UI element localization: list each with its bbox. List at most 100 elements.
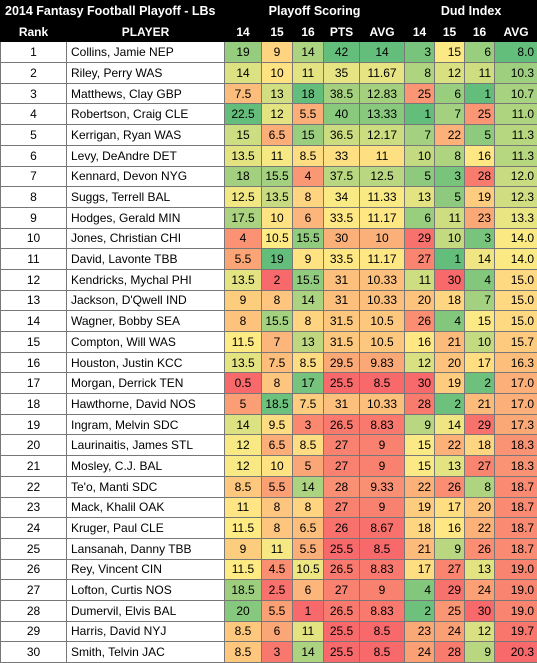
- pts-cell[interactable]: 26: [324, 518, 360, 539]
- dud14-cell[interactable]: 21: [405, 538, 435, 559]
- week16-cell[interactable]: 8: [293, 497, 324, 518]
- dud15-cell[interactable]: 11: [435, 207, 465, 228]
- dud-avg-cell[interactable]: 18.7: [495, 518, 537, 539]
- pts-cell[interactable]: 31.5: [324, 332, 360, 353]
- dud16-cell[interactable]: 7: [465, 290, 495, 311]
- dud15-cell[interactable]: 7: [435, 104, 465, 125]
- column-header-week16[interactable]: 16: [293, 21, 324, 42]
- dud14-cell[interactable]: 26: [405, 311, 435, 332]
- dud15-cell[interactable]: 8: [435, 145, 465, 166]
- dud16-cell[interactable]: 1: [465, 83, 495, 104]
- dud16-cell[interactable]: 19: [465, 187, 495, 208]
- avg-cell[interactable]: 11.67: [360, 63, 405, 84]
- week16-cell[interactable]: 8.5: [293, 145, 324, 166]
- week15-cell[interactable]: 10: [262, 63, 293, 84]
- player-cell[interactable]: Hawthorne, David NOS: [67, 394, 225, 415]
- week16-cell[interactable]: 13: [293, 332, 324, 353]
- dud16-cell[interactable]: 22: [465, 518, 495, 539]
- dud14-cell[interactable]: 20: [405, 290, 435, 311]
- week16-cell[interactable]: 14: [293, 642, 324, 663]
- week14-cell[interactable]: 5: [225, 394, 262, 415]
- dud16-cell[interactable]: 15: [465, 311, 495, 332]
- dud15-cell[interactable]: 29: [435, 580, 465, 601]
- week15-cell[interactable]: 13: [262, 83, 293, 104]
- dud15-cell[interactable]: 5: [435, 187, 465, 208]
- player-cell[interactable]: Smith, Telvin JAC: [67, 642, 225, 663]
- dud14-cell[interactable]: 1: [405, 104, 435, 125]
- avg-cell[interactable]: 11.17: [360, 249, 405, 270]
- avg-cell[interactable]: 8.83: [360, 414, 405, 435]
- avg-cell[interactable]: 11.17: [360, 207, 405, 228]
- week16-cell[interactable]: 14: [293, 290, 324, 311]
- week15-cell[interactable]: 3: [262, 642, 293, 663]
- week16-cell[interactable]: 14: [293, 476, 324, 497]
- player-cell[interactable]: Jones, Christian CHI: [67, 228, 225, 249]
- pts-cell[interactable]: 31.5: [324, 311, 360, 332]
- week14-cell[interactable]: 20: [225, 600, 262, 621]
- player-cell[interactable]: Riley, Perry WAS: [67, 63, 225, 84]
- pts-cell[interactable]: 30: [324, 228, 360, 249]
- week16-cell[interactable]: 15: [293, 125, 324, 146]
- week14-cell[interactable]: 0.5: [225, 373, 262, 394]
- week15-cell[interactable]: 13.5: [262, 187, 293, 208]
- dud16-cell[interactable]: 25: [465, 104, 495, 125]
- dud16-cell[interactable]: 11: [465, 63, 495, 84]
- week15-cell[interactable]: 10: [262, 207, 293, 228]
- dud-avg-cell[interactable]: 15.0: [495, 290, 537, 311]
- week15-cell[interactable]: 5.5: [262, 600, 293, 621]
- rank-cell[interactable]: 15: [1, 332, 67, 353]
- avg-cell[interactable]: 14: [360, 42, 405, 63]
- week15-cell[interactable]: 8: [262, 373, 293, 394]
- dud-avg-cell[interactable]: 17.0: [495, 373, 537, 394]
- week15-cell[interactable]: 7: [262, 332, 293, 353]
- avg-cell[interactable]: 9.33: [360, 476, 405, 497]
- dud15-cell[interactable]: 28: [435, 642, 465, 663]
- pts-cell[interactable]: 40: [324, 104, 360, 125]
- avg-cell[interactable]: 9: [360, 580, 405, 601]
- dud14-cell[interactable]: 22: [405, 476, 435, 497]
- avg-cell[interactable]: 9: [360, 497, 405, 518]
- avg-cell[interactable]: 12.5: [360, 166, 405, 187]
- dud14-cell[interactable]: 15: [405, 456, 435, 477]
- avg-cell[interactable]: 10.33: [360, 269, 405, 290]
- week15-cell[interactable]: 18.5: [262, 394, 293, 415]
- dud-avg-cell[interactable]: 19.0: [495, 580, 537, 601]
- dud14-cell[interactable]: 28: [405, 394, 435, 415]
- week14-cell[interactable]: 22.5: [225, 104, 262, 125]
- week14-cell[interactable]: 8.5: [225, 621, 262, 642]
- dud15-cell[interactable]: 9: [435, 538, 465, 559]
- dud-avg-cell[interactable]: 16.3: [495, 352, 537, 373]
- week14-cell[interactable]: 14: [225, 414, 262, 435]
- pts-cell[interactable]: 27: [324, 580, 360, 601]
- pts-cell[interactable]: 42: [324, 42, 360, 63]
- rank-cell[interactable]: 18: [1, 394, 67, 415]
- rank-cell[interactable]: 10: [1, 228, 67, 249]
- week15-cell[interactable]: 9.5: [262, 414, 293, 435]
- dud-avg-cell[interactable]: 10.3: [495, 63, 537, 84]
- avg-cell[interactable]: 10: [360, 228, 405, 249]
- dud16-cell[interactable]: 24: [465, 580, 495, 601]
- avg-cell[interactable]: 13.33: [360, 104, 405, 125]
- dud-avg-cell[interactable]: 19.7: [495, 621, 537, 642]
- week14-cell[interactable]: 12.5: [225, 187, 262, 208]
- rank-cell[interactable]: 2: [1, 63, 67, 84]
- dud-avg-cell[interactable]: 14.0: [495, 249, 537, 270]
- week16-cell[interactable]: 4: [293, 166, 324, 187]
- dud-avg-cell[interactable]: 19.0: [495, 559, 537, 580]
- avg-cell[interactable]: 8.83: [360, 600, 405, 621]
- week16-cell[interactable]: 8: [293, 187, 324, 208]
- week16-cell[interactable]: 5.5: [293, 538, 324, 559]
- pts-cell[interactable]: 33.5: [324, 249, 360, 270]
- rank-cell[interactable]: 12: [1, 269, 67, 290]
- player-cell[interactable]: Lansanah, Danny TBB: [67, 538, 225, 559]
- player-cell[interactable]: Mosley, C.J. BAL: [67, 456, 225, 477]
- week16-cell[interactable]: 1: [293, 600, 324, 621]
- dud-avg-cell[interactable]: 18.7: [495, 497, 537, 518]
- dud15-cell[interactable]: 1: [435, 249, 465, 270]
- player-cell[interactable]: Lofton, Curtis NOS: [67, 580, 225, 601]
- column-header-week14[interactable]: 14: [225, 21, 262, 42]
- dud-avg-cell[interactable]: 12.0: [495, 166, 537, 187]
- avg-cell[interactable]: 8.5: [360, 642, 405, 663]
- week14-cell[interactable]: 13.5: [225, 352, 262, 373]
- rank-cell[interactable]: 28: [1, 600, 67, 621]
